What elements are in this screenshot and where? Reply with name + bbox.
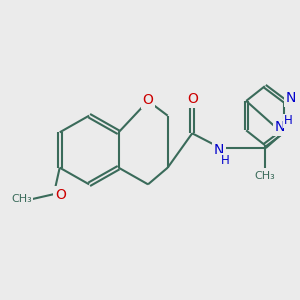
Text: N: N bbox=[214, 143, 224, 158]
Text: O: O bbox=[55, 188, 66, 202]
Text: N: N bbox=[286, 91, 296, 105]
Text: H: H bbox=[221, 154, 230, 167]
Text: N: N bbox=[275, 120, 285, 134]
Text: CH₃: CH₃ bbox=[11, 194, 32, 204]
Text: O: O bbox=[142, 93, 154, 107]
Text: H: H bbox=[284, 114, 293, 127]
Text: O: O bbox=[187, 92, 198, 106]
Text: CH₃: CH₃ bbox=[254, 171, 275, 181]
